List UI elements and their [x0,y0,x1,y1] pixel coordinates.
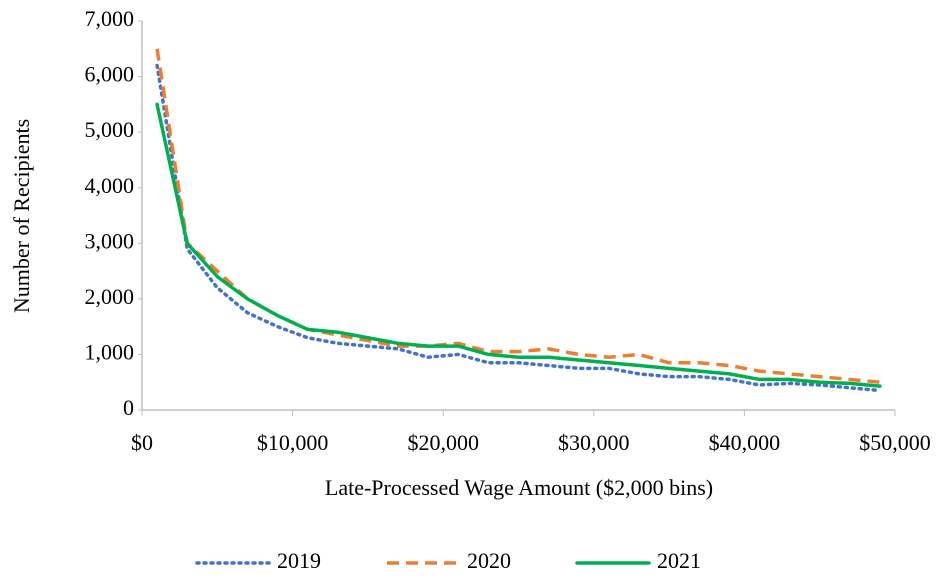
x-tick-label: $10,000 [257,430,329,455]
y-tick-label: 6,000 [85,62,135,87]
x-tick-label: $50,000 [859,430,931,455]
data-line [155,48,881,384]
y-tick-label: 1,000 [85,339,135,364]
y-tick-label: 4,000 [85,173,135,198]
x-axis-label: Late-Processed Wage Amount ($2,000 bins) [325,475,713,500]
legend-label: 2020 [467,548,511,573]
y-tick-label: 0 [123,395,134,420]
x-tick-label: $40,000 [709,430,781,455]
legend-label: 2021 [657,548,701,573]
y-tick-label: 3,000 [85,228,135,253]
x-tick-label: $30,000 [558,430,630,455]
x-tick-label: $0 [131,430,153,455]
y-tick-label: 7,000 [85,6,135,31]
data-line [155,63,882,393]
y-tick-label: 5,000 [85,117,135,142]
data-line [155,102,882,388]
y-axis-label: Number of Recipients [9,119,34,313]
legend-label: 2019 [277,548,321,573]
y-tick-label: 2,000 [85,284,135,309]
x-tick-label: $20,000 [407,430,479,455]
